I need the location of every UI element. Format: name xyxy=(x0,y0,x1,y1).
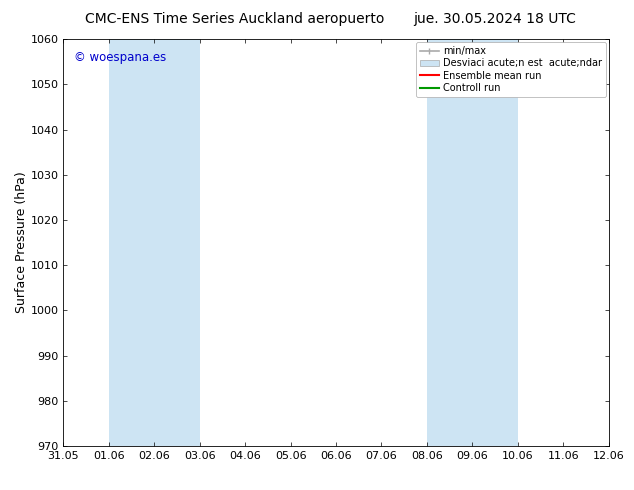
Y-axis label: Surface Pressure (hPa): Surface Pressure (hPa) xyxy=(15,172,28,314)
Text: © woespana.es: © woespana.es xyxy=(74,51,167,64)
Text: CMC-ENS Time Series Auckland aeropuerto: CMC-ENS Time Series Auckland aeropuerto xyxy=(85,12,384,26)
Bar xyxy=(427,39,518,446)
Bar xyxy=(609,39,631,446)
Bar xyxy=(109,39,200,446)
Text: jue. 30.05.2024 18 UTC: jue. 30.05.2024 18 UTC xyxy=(413,12,576,26)
Legend: min/max, Desviaci acute;n est  acute;ndar, Ensemble mean run, Controll run: min/max, Desviaci acute;n est acute;ndar… xyxy=(416,42,605,97)
